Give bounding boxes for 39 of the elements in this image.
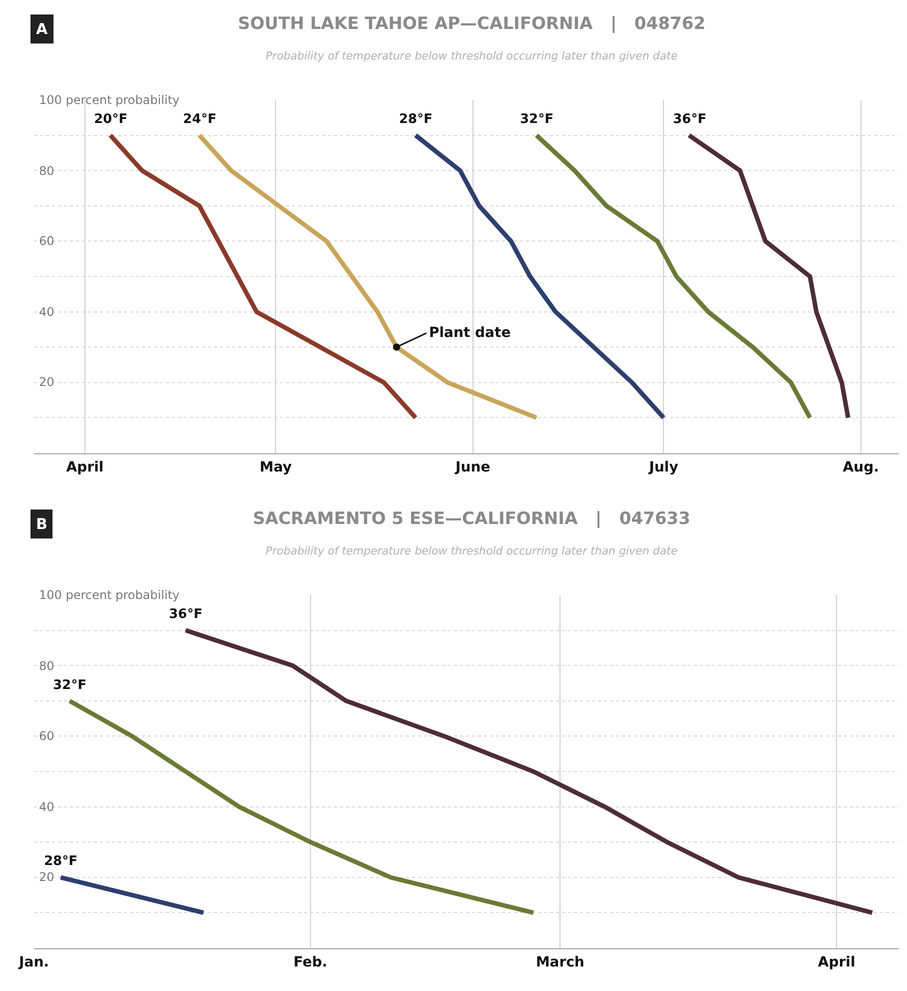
x-tick-label: May <box>260 459 292 476</box>
y-tick-label: 40 <box>39 305 54 319</box>
y-tick-label: 20 <box>39 375 54 389</box>
y-tick-label: 20 <box>39 870 54 884</box>
x-tick-label: April <box>66 459 104 476</box>
x-tick-label: Feb. <box>294 954 328 970</box>
chart-subtitle: Probability of temperature below threshold occurring later than given date <box>266 50 678 63</box>
series-label: 32°F <box>520 112 554 127</box>
line-series <box>413 133 666 420</box>
line-series <box>108 133 418 420</box>
x-tick-label: Jan. <box>18 954 49 970</box>
y-tick-label: 80 <box>39 164 54 178</box>
x-tick-label: June <box>454 459 490 476</box>
annotation: Plant date <box>429 325 511 341</box>
y-tick-label: 80 <box>39 659 54 673</box>
chart-title: SOUTH LAKE TAHOE AP—CALIFORNIA | 048762 <box>238 14 706 34</box>
line-series <box>686 133 850 420</box>
y-tick-label: 60 <box>39 234 54 248</box>
y-tick-label: 100 percent probability <box>39 588 180 602</box>
y-tick-label: 40 <box>39 800 54 814</box>
series-label: 28°F <box>44 854 78 869</box>
chart-subtitle: Probability of temperature below threshold occurring later than given date <box>266 544 678 558</box>
text: A <box>36 20 48 38</box>
series-label: 20°F <box>94 112 128 127</box>
line-series <box>197 133 539 420</box>
x-tick-label: March <box>536 954 584 970</box>
line-series <box>534 133 812 420</box>
series-label: 36°F <box>673 112 706 127</box>
series-label: 24°F <box>183 112 216 127</box>
text: B <box>36 515 48 533</box>
series-label: 36°F <box>169 607 202 622</box>
series-label: 32°F <box>53 678 86 693</box>
series-label: 28°F <box>399 112 432 127</box>
x-tick-label: July <box>648 459 678 476</box>
x-tick-label: April <box>818 954 856 970</box>
y-tick-label: 60 <box>39 729 54 743</box>
x-tick-label: Aug. <box>842 459 879 476</box>
chart-title: SACRAMENTO 5 ESE—CALIFORNIA | 047633 <box>252 509 690 530</box>
y-tick-label: 100 percent probability <box>39 93 180 107</box>
